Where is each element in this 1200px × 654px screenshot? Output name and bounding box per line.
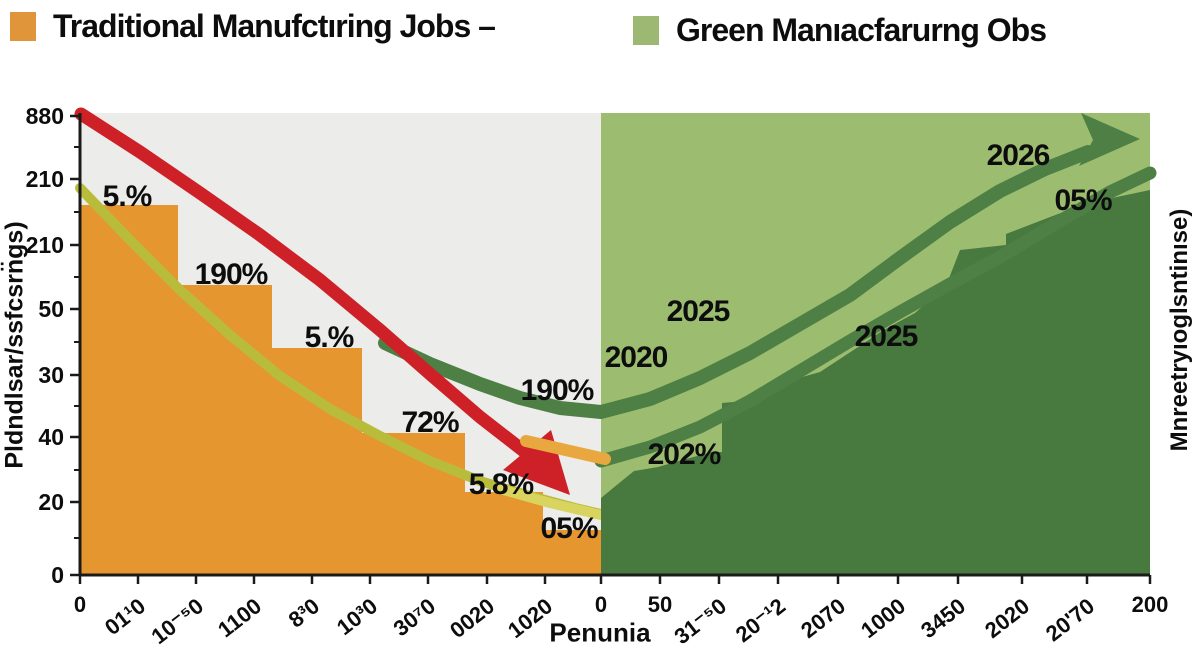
x-tick-label: 10⁻⁵0 — [146, 593, 208, 649]
annotation-label: 2025 — [855, 320, 918, 353]
y-tick-label: 30 — [38, 362, 64, 388]
y-tick-label: 20 — [38, 489, 64, 515]
x-tick-label: 3450 — [916, 593, 970, 643]
x-tick-label: 01¹0 — [100, 593, 150, 640]
x-tick-label: 2070 — [796, 593, 850, 643]
annotation-label: 190% — [195, 258, 268, 291]
red-decline-arrow — [74, 107, 532, 459]
x-axis-title: Penunia — [549, 617, 651, 648]
x-tick-label: 0 — [595, 592, 607, 617]
x-tick-label: 0 — [74, 592, 86, 617]
y-tick-label: 880 — [26, 103, 64, 129]
y-tick-label: 210 — [26, 232, 64, 258]
x-tick-label: 20'70 — [1041, 593, 1099, 646]
x-tick-label: 8³0 — [284, 593, 324, 632]
legend-label-green: Green Manıacfarurng Obs — [676, 12, 1047, 48]
x-tick-label: 0020 — [445, 593, 499, 643]
annotation-label: 2025 — [667, 295, 730, 328]
x-tick-label: 50 — [648, 592, 672, 617]
traditional-swatch-icon — [10, 12, 36, 41]
legend-item-green: Green Manıacfarurng Obs — [633, 12, 1047, 49]
olive-decline-curve-tail — [495, 484, 606, 520]
legend-label-traditional: Traditional Manufctıring Jobs – — [53, 8, 496, 44]
x-tick-label: 1100 — [213, 593, 266, 642]
orange-dash-segment — [520, 435, 611, 465]
annotation-label: 5.% — [103, 180, 152, 213]
green-rise-curve-a-arrowhead-icon — [1079, 113, 1140, 166]
x-tick-label: 1000 — [856, 593, 910, 643]
annotation-label: 202% — [648, 438, 721, 471]
annotation-label: 5.8% — [469, 468, 534, 501]
y-tick-label: 40 — [38, 424, 64, 450]
y-tick-label: 50 — [38, 296, 64, 322]
x-tick-label: 31⁻⁵0 — [669, 593, 731, 649]
traditional-jobs-area — [80, 205, 601, 575]
x-tick-label: 30⁷0 — [389, 593, 440, 641]
x-tick-label: 2020 — [980, 593, 1034, 643]
x-tick-label: 10³0 — [332, 593, 382, 640]
annotation-label: 2026 — [987, 139, 1050, 172]
x-tick-label: 20⁻¹2 — [731, 593, 790, 647]
annotation-label: 2020 — [605, 341, 668, 374]
y-tick-label: 210 — [26, 166, 64, 192]
x-tick-label: 1020 — [503, 593, 557, 643]
legend-item-traditional: Traditional Manufctıring Jobs – — [10, 8, 496, 45]
annotation-label: 190% — [521, 374, 594, 407]
annotation-label: 05% — [1054, 184, 1111, 217]
green-jobs-area — [601, 190, 1150, 575]
green-swatch-icon — [633, 16, 659, 45]
y-tick-label: 0 — [51, 562, 64, 588]
annotation-label: 72% — [401, 406, 458, 439]
green-rise-curve-a — [378, 145, 1095, 419]
annotation-label: 5.% — [305, 321, 354, 354]
x-tick-label: 200 — [1132, 592, 1169, 617]
annotation-label: 05% — [540, 512, 597, 545]
green-rise-curve-b — [594, 166, 1157, 468]
